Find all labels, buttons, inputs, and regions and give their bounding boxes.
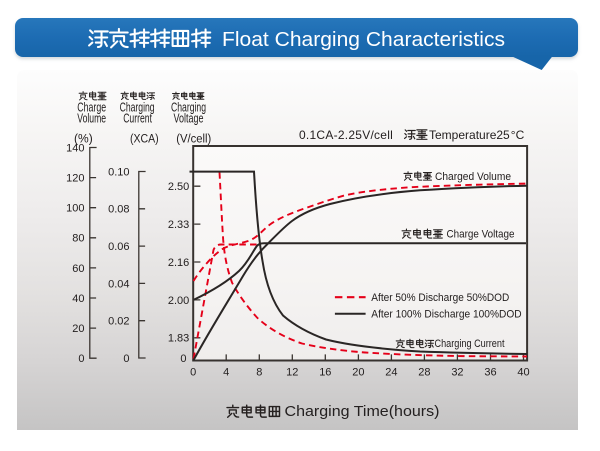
svg-text:After 100% Discharge 100%DOD: After 100% Discharge 100%DOD — [371, 309, 521, 321]
svg-text:After 50% Discharge 50%DOD: After 50% Discharge 50%DOD — [371, 292, 509, 304]
svg-text:0: 0 — [180, 353, 186, 365]
svg-text:12: 12 — [286, 366, 298, 378]
svg-text:0.10: 0.10 — [108, 166, 129, 178]
svg-text:Current: Current — [123, 111, 152, 125]
svg-text:(XCA): (XCA) — [130, 131, 159, 145]
svg-text:(V/cell): (V/cell) — [176, 131, 211, 145]
svg-text:40: 40 — [517, 366, 529, 378]
svg-text:Charged Volume: Charged Volume — [435, 171, 511, 183]
svg-text:28: 28 — [418, 366, 430, 378]
svg-text:20: 20 — [352, 366, 364, 378]
svg-text:32: 32 — [451, 366, 463, 378]
svg-text:0: 0 — [123, 353, 129, 365]
svg-text:80: 80 — [72, 233, 84, 245]
svg-text:0.06: 0.06 — [108, 241, 129, 253]
svg-text:100: 100 — [66, 203, 84, 215]
svg-text:8: 8 — [256, 366, 262, 378]
svg-text:Charging: Charging — [171, 101, 206, 115]
svg-text:Charge: Charge — [77, 101, 106, 115]
svg-text:4: 4 — [223, 366, 229, 378]
svg-text:60: 60 — [72, 263, 84, 275]
svg-text:Charging Current: Charging Current — [435, 338, 505, 350]
svg-text:Charging: Charging — [120, 101, 155, 115]
svg-text:36: 36 — [484, 366, 496, 378]
svg-text:24: 24 — [385, 366, 397, 378]
svg-text:(%): (%) — [74, 131, 93, 145]
svg-text:140: 140 — [66, 142, 84, 154]
svg-text:2.33: 2.33 — [168, 219, 189, 231]
svg-text:Charging Time(hours): Charging Time(hours) — [285, 404, 440, 420]
svg-text:120: 120 — [66, 173, 84, 185]
svg-text:0.04: 0.04 — [108, 278, 129, 290]
svg-text:1.83: 1.83 — [168, 333, 189, 345]
svg-text:2.50: 2.50 — [168, 181, 189, 193]
svg-text:Charge Voltage: Charge Voltage — [447, 229, 515, 241]
svg-text:2.00: 2.00 — [168, 295, 189, 307]
svg-text:16: 16 — [319, 366, 331, 378]
svg-text:0.1CA-2.25V/cell: 0.1CA-2.25V/cell — [299, 128, 393, 142]
svg-text:40: 40 — [72, 293, 84, 305]
svg-text:Float Charging Characteristics: Float Charging Characteristics — [222, 28, 505, 51]
svg-text:Voltage: Voltage — [174, 111, 204, 125]
svg-text:°C: °C — [511, 128, 525, 142]
svg-text:0.08: 0.08 — [108, 204, 129, 216]
svg-text:0: 0 — [190, 366, 196, 378]
svg-text:2.16: 2.16 — [168, 257, 189, 269]
svg-text:0: 0 — [78, 353, 84, 365]
svg-text:20: 20 — [72, 323, 84, 335]
svg-text:Temperature25: Temperature25 — [429, 128, 510, 142]
svg-text:0.02: 0.02 — [108, 316, 129, 328]
svg-text:Volume: Volume — [77, 111, 106, 125]
